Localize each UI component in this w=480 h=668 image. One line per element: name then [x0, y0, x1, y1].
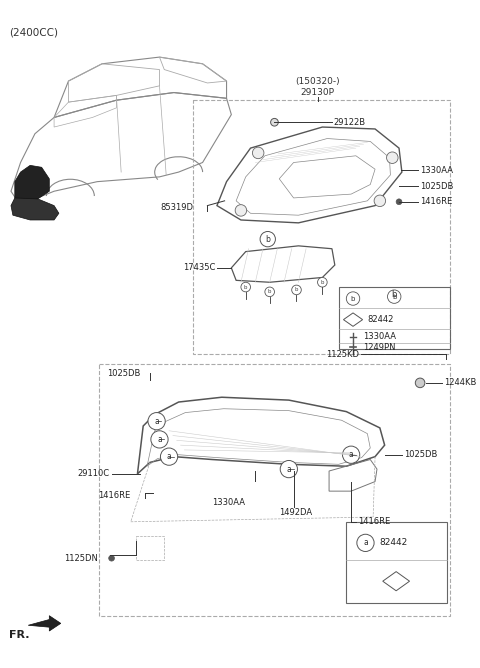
Polygon shape	[383, 572, 409, 591]
Polygon shape	[344, 313, 362, 327]
Text: 1125KD: 1125KD	[326, 349, 359, 359]
Text: b: b	[244, 285, 248, 289]
Circle shape	[260, 232, 276, 246]
Polygon shape	[28, 616, 61, 631]
Text: FR.: FR.	[9, 630, 30, 640]
Text: 1125DN: 1125DN	[64, 554, 97, 562]
Text: 1330AA: 1330AA	[212, 498, 245, 507]
Text: a: a	[154, 417, 159, 426]
Text: b: b	[321, 280, 324, 285]
Text: 1330AA: 1330AA	[362, 333, 396, 341]
Circle shape	[387, 290, 401, 303]
Polygon shape	[15, 166, 49, 204]
Text: 1025DB: 1025DB	[107, 369, 140, 378]
Text: (150320-): (150320-)	[295, 77, 340, 86]
Circle shape	[386, 152, 398, 164]
Circle shape	[415, 378, 425, 387]
Circle shape	[265, 287, 275, 297]
Bar	[99, 363, 450, 616]
Text: 85319D: 85319D	[160, 203, 193, 212]
Text: a: a	[363, 538, 368, 547]
Text: 29122B: 29122B	[334, 118, 366, 127]
Text: 1492DA: 1492DA	[279, 508, 312, 517]
Text: 1416RE: 1416RE	[420, 197, 452, 206]
Text: 17435C: 17435C	[183, 263, 215, 273]
Circle shape	[148, 413, 165, 430]
Text: 29110C: 29110C	[78, 470, 109, 478]
Text: a: a	[167, 452, 171, 461]
Circle shape	[151, 431, 168, 448]
Text: b: b	[265, 234, 270, 244]
Text: 1416RE: 1416RE	[98, 492, 131, 500]
Polygon shape	[11, 198, 59, 220]
Text: 1025DB: 1025DB	[404, 450, 437, 459]
Circle shape	[343, 446, 360, 464]
Text: 1249PN: 1249PN	[362, 343, 395, 352]
Circle shape	[160, 448, 178, 466]
Circle shape	[271, 118, 278, 126]
Circle shape	[280, 460, 298, 478]
Text: 82442: 82442	[380, 538, 408, 547]
Text: 1025DB: 1025DB	[420, 182, 454, 191]
Circle shape	[252, 147, 264, 159]
Text: b: b	[392, 294, 396, 300]
Circle shape	[357, 534, 374, 552]
Text: a: a	[349, 450, 353, 459]
Text: b: b	[268, 289, 271, 295]
Text: 1416RE: 1416RE	[358, 517, 390, 526]
Text: b: b	[392, 290, 397, 299]
Circle shape	[108, 555, 114, 561]
Text: 1244KB: 1244KB	[444, 378, 477, 387]
Text: 29130P: 29130P	[300, 88, 335, 97]
Circle shape	[374, 195, 385, 206]
Circle shape	[241, 283, 251, 292]
Circle shape	[318, 277, 327, 287]
Bar	[346, 522, 447, 603]
Bar	[135, 536, 164, 560]
Text: a: a	[157, 435, 162, 444]
Text: b: b	[295, 287, 298, 293]
Text: 1330AA: 1330AA	[420, 166, 453, 174]
Bar	[339, 287, 450, 349]
Text: (2400CC): (2400CC)	[9, 27, 58, 37]
Text: b: b	[351, 295, 355, 301]
Circle shape	[292, 285, 301, 295]
Circle shape	[396, 199, 402, 204]
Bar	[193, 100, 450, 354]
Text: a: a	[287, 465, 291, 474]
Circle shape	[235, 204, 247, 216]
Circle shape	[346, 292, 360, 305]
Text: 82442: 82442	[367, 315, 394, 324]
